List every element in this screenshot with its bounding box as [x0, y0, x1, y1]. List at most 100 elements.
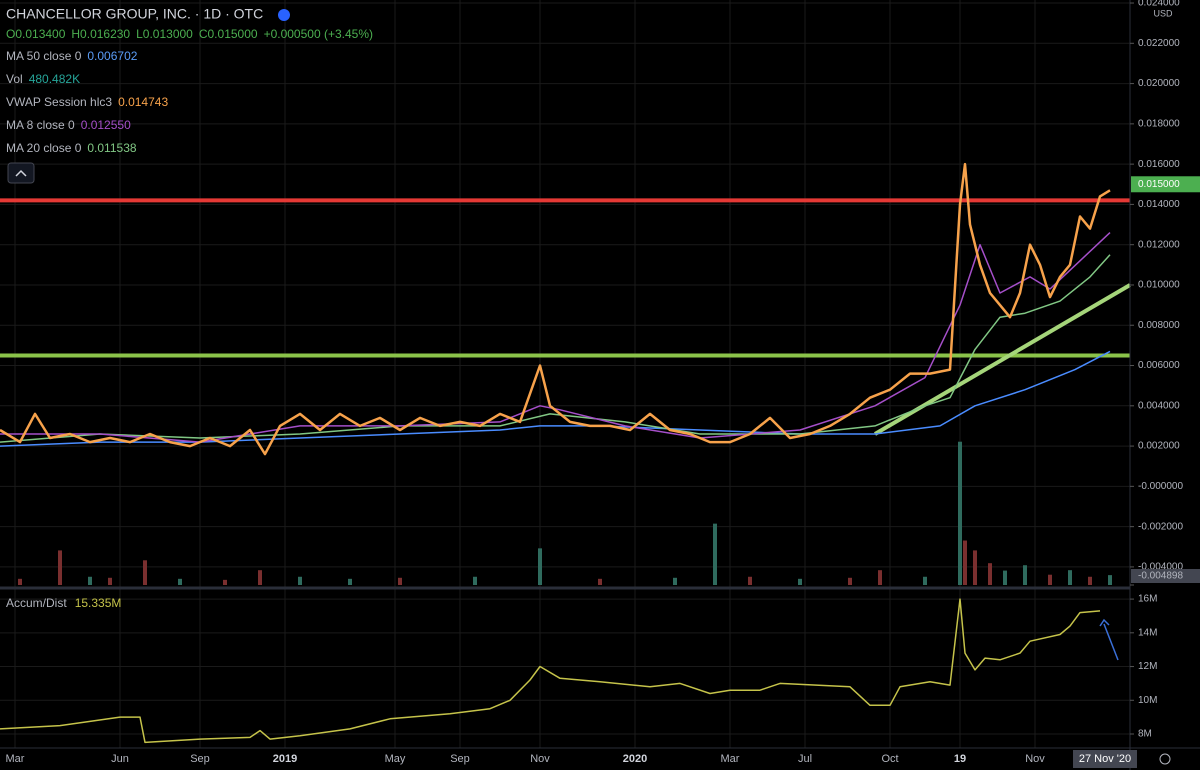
y-tick-label: 0.004000 — [1138, 400, 1180, 411]
y-tick-label: 0.016000 — [1138, 159, 1180, 170]
volume-bar — [58, 550, 62, 585]
moon-icon — [278, 9, 290, 21]
series-line — [0, 598, 1101, 744]
y-tick-label: 16M — [1138, 594, 1157, 605]
y-tick-label: -0.000000 — [1138, 481, 1183, 492]
volume-bar — [258, 570, 262, 585]
ohlc-value: +0.000500 (+3.45%) — [264, 27, 373, 41]
volume-bar — [348, 578, 352, 585]
legend-label: MA 8 close 0 — [6, 118, 75, 132]
legend-value: 0.011538 — [87, 141, 136, 155]
volume-bar — [748, 576, 752, 585]
volume-bar — [1068, 570, 1072, 585]
volume-bar — [1003, 570, 1007, 585]
y-tick-label: -0.002000 — [1138, 521, 1183, 532]
volume-bar — [1088, 576, 1092, 585]
volume-bar — [1023, 565, 1027, 585]
y-tick-label: 0.006000 — [1138, 360, 1180, 371]
volume-bar — [143, 560, 147, 585]
legend-value: 0.014743 — [118, 95, 168, 109]
volume-bar — [108, 577, 112, 585]
y-tick-label: 0.008000 — [1138, 320, 1180, 331]
ohlc-value: L0.013000 — [136, 27, 193, 41]
x-tick-label: 2020 — [623, 753, 647, 765]
series-line — [0, 254, 1111, 443]
volume-bar — [713, 523, 717, 585]
chart-title: CHANCELLOR GROUP, INC. · 1D · OTC — [6, 6, 263, 22]
cursor-label: 27 Nov '20 — [1079, 753, 1131, 765]
y-tick-label: 0.012000 — [1138, 239, 1180, 250]
x-tick-label: 19 — [954, 753, 966, 765]
x-tick-label: Nov — [1025, 753, 1045, 765]
y-tick-label: 0.014000 — [1138, 199, 1180, 210]
legend-value: 0.012550 — [81, 118, 131, 132]
currency: USD — [1153, 8, 1173, 18]
series-line — [0, 162, 1111, 456]
volume-bar — [963, 540, 967, 585]
y-tick-label: 0.018000 — [1138, 118, 1180, 129]
x-tick-label: Jul — [798, 753, 812, 765]
settings-icon[interactable] — [1159, 753, 1171, 765]
volume-bar — [223, 579, 227, 585]
series-line — [0, 350, 1111, 447]
volume-bar — [398, 577, 402, 585]
y-tick-label: 8M — [1138, 729, 1152, 740]
legend-label: MA 50 close 0 — [6, 49, 82, 63]
y-tick-label: 10M — [1138, 695, 1157, 706]
volume-bar — [178, 578, 182, 585]
x-tick-label: 2019 — [273, 753, 297, 765]
volume-bar — [1048, 574, 1052, 585]
annotation-arrowhead — [1099, 618, 1110, 627]
volume-bar — [598, 578, 602, 585]
ohlc-value: H0.016230 — [71, 27, 130, 41]
volume-bar — [473, 576, 477, 585]
y-tick-label: -0.004000 — [1138, 562, 1183, 573]
x-tick-label: Mar — [721, 753, 740, 765]
x-tick-label: Sep — [450, 753, 470, 765]
annotation-arrow — [1103, 623, 1119, 661]
indicator-title: Accum/Dist — [6, 596, 67, 610]
collapse-button[interactable] — [7, 162, 35, 184]
y-tick-label: 12M — [1138, 661, 1157, 672]
x-tick-label: Sep — [190, 753, 210, 765]
volume-bar — [673, 577, 677, 585]
volume-bar — [848, 577, 852, 585]
legend-label: VWAP Session hlc3 — [6, 95, 112, 109]
volume-bar — [1108, 575, 1112, 585]
legend-label: MA 20 close 0 — [6, 141, 82, 155]
y-tick-label: -0.004898 — [1138, 571, 1183, 582]
volume-bar — [988, 563, 992, 585]
volume-bar — [958, 441, 962, 585]
legend-value: 0.006702 — [87, 49, 137, 63]
y-tick-label: 0.024000 — [1138, 0, 1180, 9]
collapse-icon — [15, 169, 27, 177]
volume-bar — [18, 578, 22, 585]
volume-bar — [923, 576, 927, 585]
y-tick-label: 0.022000 — [1138, 38, 1180, 49]
axis-label-box — [1131, 569, 1200, 583]
volume-bar — [878, 570, 882, 585]
indicator-value: 15.335M — [75, 596, 122, 610]
volume-bar — [538, 548, 542, 585]
volume-bar — [88, 576, 92, 585]
y-tick-label: 0.002000 — [1138, 441, 1180, 452]
legend-value: 480.482K — [29, 72, 80, 86]
y-tick-label: 0.020000 — [1138, 78, 1180, 89]
legend-label: Vol — [6, 72, 23, 86]
x-tick-label: Jun — [111, 753, 129, 765]
x-tick-label: Mar — [6, 753, 25, 765]
volume-bar — [798, 578, 802, 585]
x-tick-label: Nov — [530, 753, 550, 765]
x-tick-label: Oct — [881, 753, 898, 765]
volume-bar — [298, 576, 302, 585]
ohlc-value: O0.013400 — [6, 27, 66, 41]
ohlc-value: C0.015000 — [199, 27, 258, 41]
cursor-box — [1073, 750, 1137, 768]
y-tick-label: 0.010000 — [1138, 280, 1180, 291]
last-price-box — [1131, 176, 1200, 193]
last-price-label: 0.015000 — [1138, 179, 1180, 190]
y-tick-label: 14M — [1138, 627, 1157, 638]
volume-bar — [973, 550, 977, 585]
